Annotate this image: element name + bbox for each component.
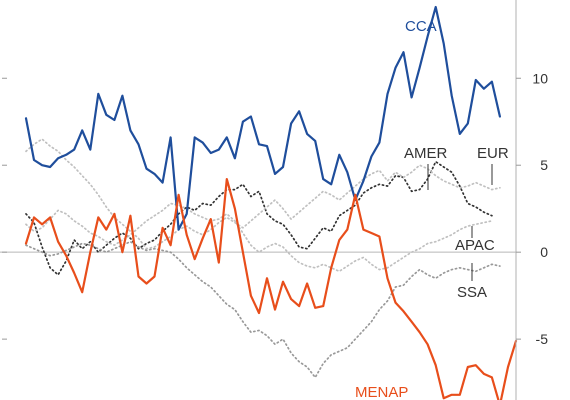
series-label-ssa: SSA [457, 284, 487, 301]
series-labels: CCA MENAP AMER EUR APAC SSA [355, 18, 509, 400]
series-line-apac [25, 202, 493, 273]
series-label-apac: APAC [455, 237, 495, 254]
y-tick-label: 5 [540, 157, 548, 173]
series-line-amer [25, 160, 493, 276]
series-lines [24, 5, 518, 400]
series-line-eur [25, 138, 501, 250]
series-label-menap: MENAP [355, 384, 408, 400]
series-label-cca: CCA [405, 18, 437, 35]
series-label-amer: AMER [404, 145, 448, 162]
series-line-cca [24, 5, 501, 231]
series-line-ssa [25, 240, 501, 379]
y-tick-label: 0 [540, 244, 548, 260]
y-axis: 151050-5 [2, 0, 548, 400]
y-tick-label: -5 [536, 331, 549, 347]
y-tick-label: 10 [532, 70, 548, 86]
series-label-eur: EUR [477, 145, 509, 162]
series-line-menap [24, 178, 518, 400]
